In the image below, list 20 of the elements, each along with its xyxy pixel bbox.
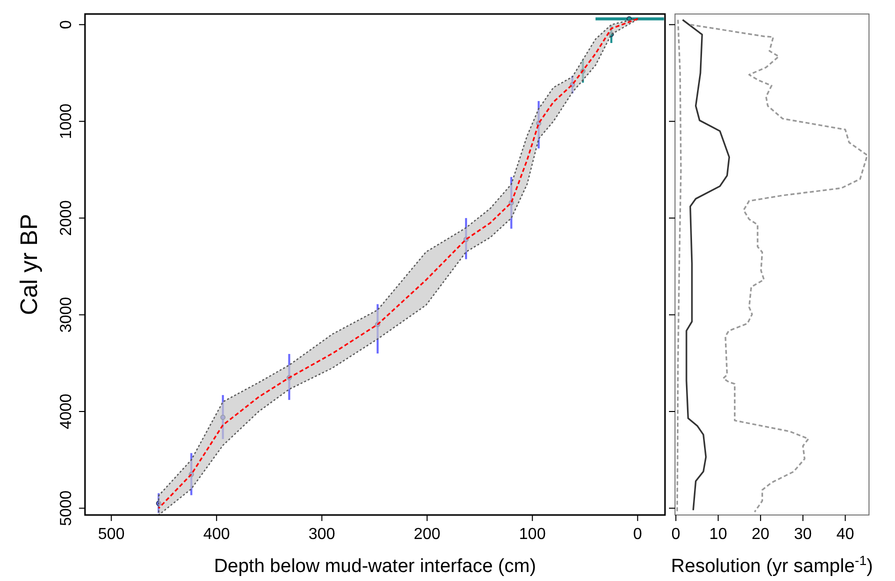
- y-axis-title: Cal yr BP: [16, 214, 43, 316]
- y-tick-label: 0: [58, 20, 75, 30]
- x-tick-label: 20: [752, 526, 770, 543]
- x-tick-label: 40: [836, 526, 854, 543]
- y-tick-label: 2000: [58, 200, 75, 236]
- x-tick-label: 400: [203, 526, 230, 543]
- y-tick-label: 4000: [58, 394, 75, 430]
- x-tick-label: 30: [794, 526, 812, 543]
- x-axis-title: Resolution (yr sample$^{-1}$): [671, 552, 873, 577]
- y-tick-label: 1000: [58, 103, 75, 140]
- x-tick-label: 10: [709, 526, 728, 543]
- x-tick-label: 0: [671, 526, 680, 543]
- x-axis-title: Depth below mud-water interface (cm): [214, 556, 536, 577]
- x-tick-label: 500: [98, 526, 125, 543]
- x-tick-label: 100: [519, 526, 546, 543]
- x-tick-label: 300: [308, 526, 336, 543]
- y-tick-label: 5000: [58, 490, 75, 526]
- x-tick-label: 200: [414, 526, 441, 543]
- x-tick-label: 0: [633, 526, 642, 543]
- y-tick-label: 3000: [58, 296, 75, 333]
